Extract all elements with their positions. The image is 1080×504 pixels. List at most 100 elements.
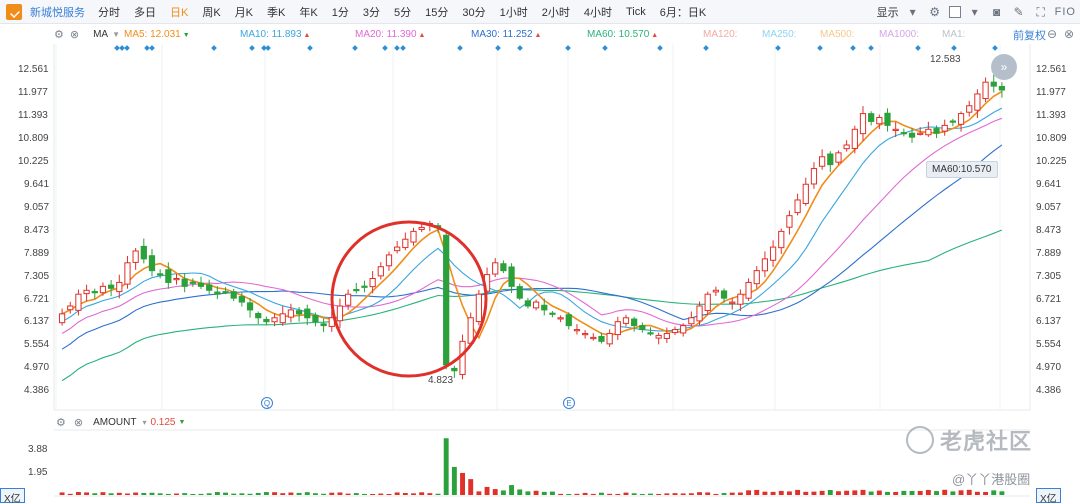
pen-icon[interactable]: ✎ — [1013, 5, 1024, 19]
event-badge-e[interactable]: E — [563, 397, 575, 409]
display-dropdown[interactable]: 显示 — [876, 7, 899, 19]
price-tick: 9.641 — [1036, 179, 1062, 190]
volume-bar — [999, 491, 1005, 495]
candle-body — [729, 301, 736, 304]
tab-tick[interactable]: Tick — [625, 5, 646, 18]
volume-bar — [549, 491, 555, 495]
gear-icon[interactable]: ⚙ — [929, 5, 941, 19]
volume-bar — [688, 493, 694, 495]
tab-1hour[interactable]: 1小时 — [499, 6, 528, 19]
event-dot — [211, 45, 217, 51]
adjust-mode-button[interactable]: 前复权 — [1013, 30, 1046, 42]
volume-bar — [411, 493, 416, 495]
candle-body — [108, 284, 115, 289]
tab-30min[interactable]: 30分 — [462, 6, 486, 19]
volume-bar — [656, 494, 662, 495]
chevron-down-icon[interactable]: ▾ — [909, 5, 916, 19]
camera-icon[interactable]: ◙ — [993, 5, 1001, 19]
tab-5min[interactable]: 5分 — [393, 6, 412, 19]
candle-body — [418, 226, 425, 230]
volume-bar — [263, 492, 269, 495]
volume-bar — [182, 493, 188, 495]
tab-multiday[interactable]: 多日 — [134, 6, 156, 19]
chevron-down-icon[interactable]: ▼ — [112, 29, 121, 39]
chevron-down-icon[interactable]: ▾ — [971, 5, 978, 19]
ma60-label: MA60: 10.570 ▲ — [587, 29, 659, 40]
volume-bar — [443, 438, 449, 495]
fullscreen-icon[interactable]: ⛶ — [1036, 4, 1045, 19]
price-tick: 4.386 — [24, 385, 50, 396]
stock-name[interactable]: 新城悦服务 — [30, 6, 85, 19]
event-dot — [265, 45, 271, 51]
tab-weekly-k[interactable]: 周K — [202, 6, 221, 19]
volume-bar — [370, 493, 376, 495]
event-dot — [457, 45, 463, 51]
layout-checkbox[interactable] — [948, 6, 961, 18]
candle-body — [304, 308, 311, 319]
volume-bar — [312, 493, 318, 495]
volume-bar — [615, 494, 621, 495]
volume-tick: 1.95 — [28, 467, 48, 478]
volume-bar — [966, 489, 972, 495]
close-icon[interactable]: ⊗ — [69, 28, 80, 41]
tab-intraday[interactable]: 分时 — [98, 6, 120, 19]
candle-body — [271, 317, 278, 323]
volume-bar — [460, 472, 465, 495]
event-badge-q[interactable]: Q — [261, 397, 273, 409]
chevron-down-icon[interactable]: ▾ — [142, 417, 147, 427]
volume-bar — [223, 492, 228, 495]
tab-3min[interactable]: 3分 — [362, 6, 380, 19]
tab-monthly-k[interactable]: 月K — [234, 6, 254, 19]
tab-daily-k[interactable]: 日K — [170, 6, 189, 19]
price-tick: 11.977 — [18, 87, 48, 98]
close-panel-icon[interactable]: ⊗ — [1064, 27, 1075, 41]
volume-bar — [149, 492, 155, 495]
volume-bar — [836, 491, 841, 495]
tab-15min[interactable]: 15分 — [425, 6, 449, 19]
candle-body — [908, 132, 916, 138]
tab-2hour[interactable]: 2小时 — [541, 6, 570, 19]
indicator-name[interactable]: MA — [93, 28, 109, 40]
price-tick: 12.561 — [18, 64, 49, 75]
event-markers — [114, 45, 998, 51]
volume-bar — [288, 492, 294, 495]
tab-4hour[interactable]: 4小时 — [583, 6, 612, 19]
volume-bar — [672, 493, 678, 495]
candle-body — [892, 128, 899, 131]
event-dot — [119, 45, 125, 51]
tab-yearly-k[interactable]: 年K — [299, 6, 318, 19]
minimize-icon[interactable]: ⊖ — [1047, 27, 1058, 41]
candle-body — [189, 281, 196, 284]
top-toolbar: 新城悦服务 分时 多日 日K 周K 月K 季K 年K 1分 3分 5分 15分 … — [0, 0, 1080, 24]
close-icon[interactable]: ⊗ — [73, 416, 84, 429]
event-dot — [951, 45, 957, 51]
event-dot — [149, 45, 155, 51]
event-dot — [992, 45, 998, 51]
candle-body — [606, 332, 613, 345]
volume-bar — [125, 493, 130, 495]
tab-quarterly-k[interactable]: 季K — [267, 6, 286, 19]
candle-body — [819, 156, 826, 167]
event-dot — [495, 45, 501, 51]
scroll-right-icon[interactable]: » — [991, 54, 1017, 80]
settings-icon[interactable]: ⚙ — [54, 28, 64, 41]
range-selector[interactable]: 6月：日K — [659, 6, 707, 19]
price-tick: 10.809 — [18, 133, 49, 144]
volume-bar — [133, 492, 139, 495]
volume-bar — [566, 494, 572, 495]
ma-legend-row: ⚙ ⊗ MA ▼ — [0, 25, 1080, 43]
candle-body — [712, 289, 719, 293]
volume-bar — [803, 491, 809, 495]
settings-icon[interactable]: ⚙ — [56, 416, 66, 429]
candle-body — [99, 285, 107, 294]
volume-bar — [92, 493, 98, 495]
fio-button[interactable]: FIO — [1054, 6, 1076, 18]
price-tick: 5.554 — [24, 339, 50, 350]
tab-1min[interactable]: 1分 — [331, 6, 349, 19]
candle-body — [974, 93, 981, 111]
amount-name[interactable]: AMOUNT — [93, 416, 137, 428]
candle-body — [140, 245, 147, 260]
volume-bar — [427, 493, 433, 495]
event-dot — [249, 45, 255, 51]
